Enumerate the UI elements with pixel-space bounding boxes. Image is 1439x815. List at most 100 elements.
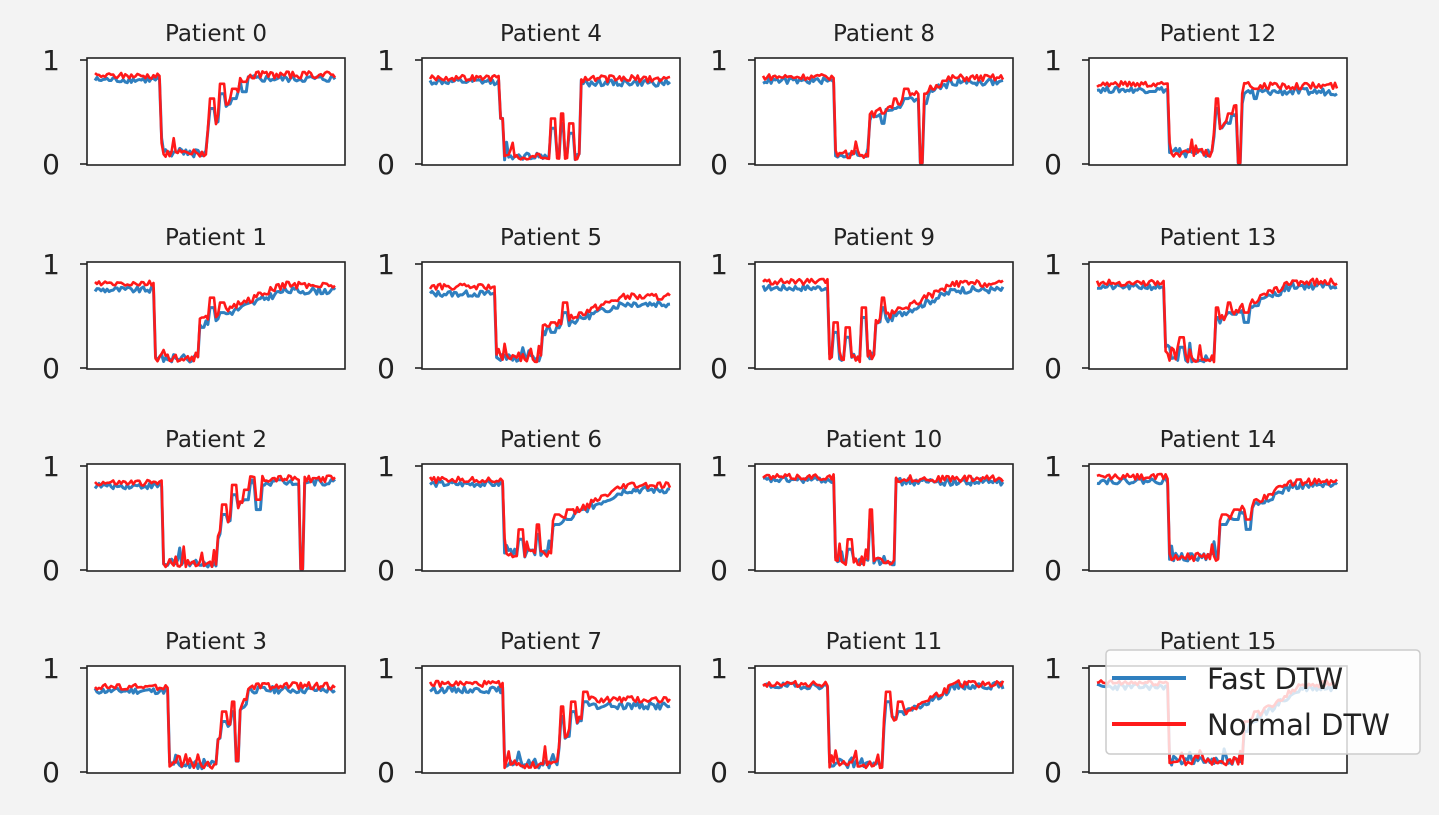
subplot-title: Patient 6 [500, 427, 602, 453]
normal-dtw-line [761, 73, 1005, 165]
legend-fast-label: Fast DTW [1207, 662, 1343, 696]
axes-frame [1088, 463, 1348, 572]
ytick-label: 0 [1044, 756, 1062, 789]
axes-area [422, 262, 680, 369]
ytick-label: 0 [1044, 148, 1062, 181]
subplot-title: Patient 2 [165, 427, 267, 453]
fast-dtw-line [762, 76, 1004, 165]
axes-frame [754, 57, 1014, 166]
axes-frame [86, 665, 346, 774]
ytick-label: 1 [1044, 44, 1062, 77]
legend: Fast DTW Normal DTW [1105, 649, 1421, 755]
normal-dtw-line [94, 279, 336, 363]
ytick-label: 0 [710, 352, 728, 385]
subplot-title: Patient 5 [500, 225, 602, 251]
ytick-label: 0 [42, 756, 60, 789]
subplot-title: Patient 1 [165, 225, 267, 251]
subplot-12: Patient 12 1 0 [1044, 21, 1348, 181]
normal-dtw-line [762, 679, 1005, 770]
normal-dtw-line [94, 70, 337, 158]
legend-normal-label: Normal DTW [1207, 708, 1390, 742]
subplot-0: Patient 0 1 0 [42, 21, 346, 181]
ytick-label: 1 [1044, 248, 1062, 281]
normal-dtw-line [428, 282, 671, 364]
ytick-label: 1 [1044, 652, 1062, 685]
ytick-label: 1 [377, 652, 395, 685]
subplot-9: Patient 9 1 0 [710, 225, 1014, 385]
subplot-title: Patient 12 [1160, 21, 1277, 47]
ytick-label: 0 [377, 352, 395, 385]
subplot-3: Patient 3 1 0 [42, 629, 346, 789]
subplot-2: Patient 2 1 0 [42, 427, 346, 587]
subplot-title: Patient 10 [826, 427, 943, 453]
fast-dtw-line [428, 289, 671, 363]
axes-frame [86, 463, 346, 572]
subplot-title: Patient 8 [833, 21, 935, 47]
ytick-label: 1 [42, 44, 60, 77]
axes-frame [421, 57, 681, 166]
subplot-14: Patient 14 1 0 [1044, 427, 1348, 587]
axes-area [1089, 262, 1347, 369]
subplot-title: Patient 0 [165, 21, 267, 47]
fast-dtw-line [1096, 85, 1338, 165]
subplot-title: Patient 4 [500, 21, 602, 47]
normal-dtw-line [94, 474, 336, 571]
normal-dtw-line [1096, 472, 1338, 563]
normal-dtw-line [762, 277, 1004, 364]
ytick-label: 0 [42, 554, 60, 587]
axes-frame [1088, 57, 1348, 166]
normal-dtw-line [94, 681, 336, 770]
subplot-title: Patient 9 [833, 225, 935, 251]
subplot-7: Patient 7 1 0 [377, 629, 681, 789]
subplot-5: Patient 5 1 0 [377, 225, 681, 385]
axes-frame [421, 665, 681, 774]
ytick-label: 1 [710, 450, 728, 483]
subplot-title: Patient 11 [826, 629, 943, 655]
axes-frame [1088, 261, 1348, 370]
ytick-label: 0 [377, 756, 395, 789]
ytick-label: 0 [710, 756, 728, 789]
ytick-label: 1 [710, 44, 728, 77]
ytick-label: 0 [710, 148, 728, 181]
normal-dtw-line [428, 475, 672, 559]
ytick-label: 1 [42, 248, 60, 281]
ytick-label: 1 [42, 652, 60, 685]
axes-frame [754, 261, 1014, 370]
ytick-label: 1 [710, 248, 728, 281]
ytick-label: 1 [42, 450, 60, 483]
ytick-label: 1 [377, 44, 395, 77]
axes-frame [754, 463, 1014, 572]
ytick-label: 0 [42, 352, 60, 385]
subplot-11: Patient 11 1 0 [710, 629, 1014, 789]
subplot-title: Patient 13 [1160, 225, 1277, 251]
ytick-label: 1 [1044, 450, 1062, 483]
normal-dtw-line [762, 472, 1005, 567]
ytick-label: 0 [1044, 352, 1062, 385]
subplot-6: Patient 6 1 0 [377, 427, 681, 587]
ytick-label: 0 [42, 148, 60, 181]
axes-frame [86, 261, 346, 370]
ytick-label: 1 [377, 248, 395, 281]
ytick-label: 0 [1044, 554, 1062, 587]
normal-dtw-line [1095, 277, 1338, 364]
subplot-10: Patient 10 1 0 [710, 427, 1014, 587]
fast-dtw-line [429, 479, 671, 559]
axes-area [755, 464, 1013, 571]
subplot-13: Patient 13 1 0 [1044, 225, 1348, 385]
subplot-title: Patient 7 [500, 629, 602, 655]
normal-dtw-line [1096, 80, 1339, 165]
fast-dtw-line [761, 283, 1005, 362]
normal-dtw-line [428, 679, 672, 770]
fast-dtw-line [1096, 281, 1338, 364]
subplot-4: Patient 4 1 0 [377, 21, 681, 181]
axes-frame [421, 463, 681, 572]
axes-frame [421, 261, 681, 370]
axes-frame [86, 57, 346, 166]
subplot-title: Patient 14 [1160, 427, 1277, 453]
ytick-label: 0 [377, 554, 395, 587]
ytick-label: 0 [377, 148, 395, 181]
ytick-label: 1 [710, 652, 728, 685]
ytick-label: 0 [710, 554, 728, 587]
normal-dtw-line [428, 73, 671, 161]
